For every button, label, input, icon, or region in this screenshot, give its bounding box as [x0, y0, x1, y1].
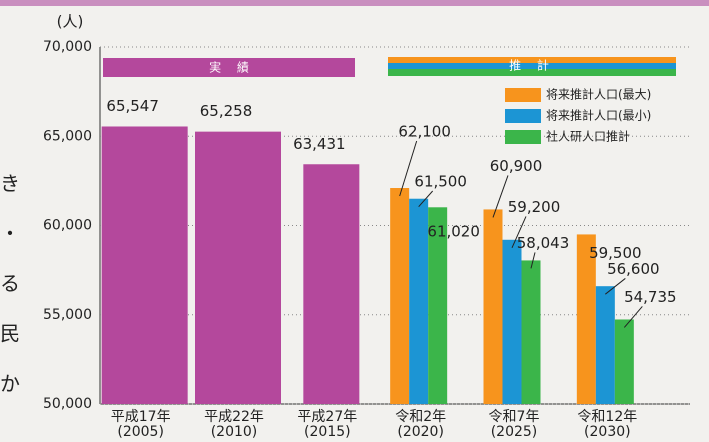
bar — [576, 234, 596, 404]
banner — [388, 69, 676, 76]
bar — [409, 198, 429, 404]
x-tick-label: 令和7年 — [489, 409, 540, 425]
y-tick-label: 70,000 — [43, 39, 92, 55]
bar — [614, 319, 634, 404]
leader-line — [399, 140, 418, 197]
y-tick-label: 55,000 — [43, 307, 92, 323]
x-tick-label: 平成27年 — [297, 409, 357, 425]
x-tick-label: (2005) — [117, 424, 164, 440]
value-label: 62,100 — [398, 123, 451, 141]
leader-line — [492, 175, 509, 218]
banner — [388, 57, 676, 63]
x-tick-label: (2015) — [304, 424, 351, 440]
bar — [595, 286, 615, 404]
y-tick-label: 50,000 — [43, 396, 92, 412]
leader-line — [605, 278, 626, 295]
side-text: か — [0, 372, 20, 396]
legend-swatch — [505, 88, 541, 102]
legend-swatch — [505, 109, 541, 123]
side-text: る — [0, 272, 20, 296]
x-tick-label: (2010) — [211, 424, 258, 440]
x-tick-label: 令和12年 — [577, 409, 637, 425]
bar — [101, 126, 188, 404]
value-label: 61,020 — [427, 223, 480, 241]
side-text: き — [0, 172, 20, 196]
top-strip — [0, 0, 709, 6]
bar — [521, 260, 541, 404]
legend-swatch — [505, 130, 541, 144]
y-tick-label: 60,000 — [43, 218, 92, 234]
leader-line — [623, 306, 643, 328]
x-tick-label: (2025) — [491, 424, 538, 440]
legend-label: 将来推計人口(最小) — [546, 108, 651, 123]
value-label: 56,600 — [607, 260, 660, 278]
value-label: 61,500 — [414, 173, 467, 191]
bar — [303, 164, 360, 404]
leader-line — [530, 252, 536, 269]
banner — [388, 63, 676, 69]
value-label: 63,431 — [293, 135, 346, 153]
y-tick-label: 65,000 — [43, 128, 92, 144]
banner — [103, 58, 355, 77]
value-label: 59,200 — [508, 198, 561, 216]
banner-label: 推 計 — [509, 58, 555, 73]
value-label: 54,735 — [624, 288, 677, 306]
leader-line — [418, 190, 434, 208]
x-tick-label: (2030) — [584, 424, 631, 440]
bar — [502, 239, 522, 404]
bar — [428, 207, 448, 404]
leader-line — [511, 216, 527, 248]
legend-label: 将来推計人口(最大) — [546, 87, 651, 102]
unit-label: (人) — [57, 13, 84, 31]
legend-label: 社人研人口推計 — [546, 129, 630, 144]
value-label: 65,547 — [106, 97, 159, 115]
x-tick-label: 令和2年 — [395, 409, 446, 425]
value-label: 65,258 — [200, 102, 253, 120]
side-text: 民 — [0, 322, 20, 346]
value-label: 59,500 — [589, 244, 642, 262]
bar — [390, 188, 410, 404]
value-label: 58,043 — [517, 234, 570, 252]
x-tick-label: 平成22年 — [204, 409, 264, 425]
x-tick-label: 平成17年 — [111, 409, 171, 425]
banner-label: 実 績 — [209, 60, 255, 75]
x-tick-label: (2020) — [397, 424, 444, 440]
bar — [483, 209, 503, 404]
bar — [195, 131, 281, 404]
value-label: 60,900 — [490, 157, 543, 175]
side-text: ・ — [0, 222, 20, 246]
